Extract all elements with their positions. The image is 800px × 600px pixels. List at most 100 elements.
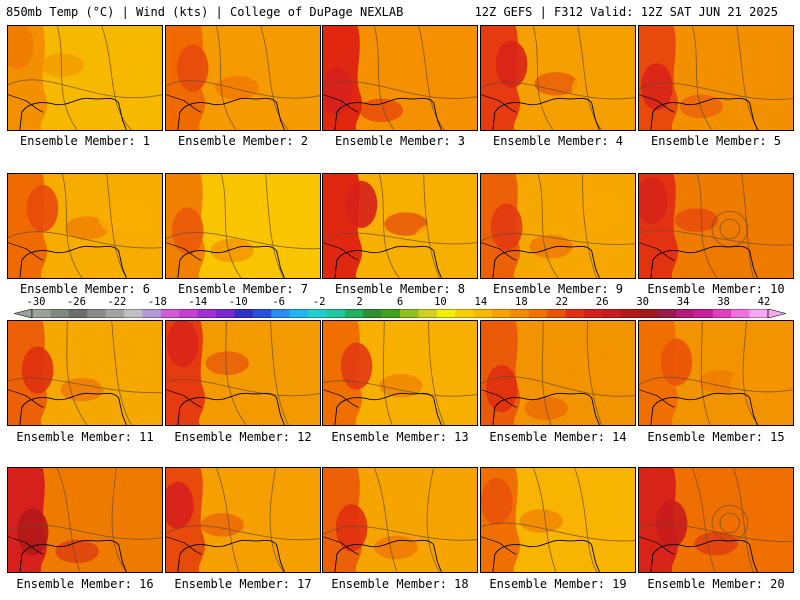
map-panel (165, 320, 321, 426)
colorbar-swatch (676, 309, 695, 318)
colorbar-tick-label: 30 (636, 296, 649, 308)
colorbar-tick-label: 26 (595, 296, 609, 308)
map-panel (165, 25, 321, 131)
colorbar-swatch (216, 309, 235, 318)
colorbar-swatch (363, 309, 382, 318)
colorbar-swatch (124, 309, 143, 318)
temperature-map (166, 174, 320, 278)
colorbar-swatch (68, 309, 88, 318)
colorbar-swatch (565, 309, 585, 318)
colorbar-tick-label: 34 (676, 296, 690, 308)
temperature-map (481, 321, 635, 425)
colorbar-tick-label: 38 (717, 296, 730, 308)
colorbar-arrow-high (767, 309, 786, 318)
colorbar-swatch (32, 309, 51, 318)
temperature-map (323, 468, 477, 572)
colorbar-swatch (289, 309, 309, 318)
colorbar-swatch (620, 309, 640, 318)
map-panel (7, 173, 163, 279)
map-panel (322, 467, 478, 573)
map-panel (322, 173, 478, 279)
panel-label: Ensemble Member: 7 (177, 282, 309, 296)
temperature-map (8, 174, 162, 278)
temperature-map (166, 26, 320, 130)
colorbar-swatch (87, 309, 106, 318)
panel-label: Ensemble Member: 17 (174, 577, 312, 591)
colorbar-swatch (510, 309, 530, 318)
colorbar-tick-label: -10 (228, 296, 248, 308)
colorbar-tick-label: -2 (312, 296, 326, 308)
colorbar-swatch (271, 309, 290, 318)
colorbar-swatch (639, 309, 658, 318)
map-title: 850mb Temp (°C) | Wind (kts) | College o… (6, 5, 404, 19)
colorbar-swatch (142, 309, 162, 318)
map-panel (480, 25, 636, 131)
colorbar-tick-label: 22 (555, 296, 569, 308)
colorbar-swatch (252, 309, 272, 318)
colorbar-swatch (234, 309, 254, 318)
colorbar-swatch (308, 309, 327, 318)
panel-label: Ensemble Member: 11 (16, 430, 154, 444)
panel-label: Ensemble Member: 4 (492, 134, 624, 148)
colorbar-swatch (436, 309, 456, 318)
colorbar-tick-label: -26 (66, 296, 86, 308)
map-panel (480, 320, 636, 426)
colorbar-swatch (712, 309, 732, 318)
colorbar-swatch (344, 309, 364, 318)
panel-label: Ensemble Member: 5 (650, 134, 782, 148)
colorbar-arrow-low (14, 309, 33, 318)
panel-label: Ensemble Member: 3 (334, 134, 466, 148)
temperature-map (481, 468, 635, 572)
colorbar-tick-label: 10 (434, 296, 447, 308)
temperature-map (8, 321, 162, 425)
temperature-colorbar (14, 309, 786, 318)
colorbar-tick-label: -14 (188, 296, 208, 308)
map-panel (322, 25, 478, 131)
map-panel (638, 467, 794, 573)
map-panel (165, 173, 321, 279)
colorbar-swatch (731, 309, 750, 318)
temperature-map (323, 174, 477, 278)
colorbar-tick-label: 14 (474, 296, 488, 308)
colorbar-tick-label: 6 (396, 296, 404, 308)
colorbar-swatch (179, 309, 198, 318)
map-panel (638, 320, 794, 426)
colorbar-tick-label: -30 (26, 296, 46, 308)
colorbar-swatch (326, 309, 346, 318)
panel-label: Ensemble Member: 9 (492, 282, 624, 296)
colorbar-swatch (50, 309, 70, 318)
map-panel (322, 320, 478, 426)
colorbar-tick-label: 42 (757, 296, 771, 308)
map-panel (7, 25, 163, 131)
panel-label: Ensemble Member: 16 (16, 577, 154, 591)
colorbar-swatch (418, 309, 438, 318)
panel-label: Ensemble Member: 15 (647, 430, 785, 444)
temperature-map (166, 468, 320, 572)
panel-label: Ensemble Member: 10 (647, 282, 785, 296)
colorbar-swatch (492, 309, 511, 318)
colorbar-labels: -30 -26 -22 -18 -14 -10 -6 -2 2 6 10 14 18 22 26 30 34 38… (0, 296, 800, 308)
map-panel (638, 173, 794, 279)
map-panel (480, 173, 636, 279)
model-run-info: 12Z GEFS | F312 Valid: 12Z SAT JUN 21 20… (474, 5, 778, 19)
map-panel (480, 467, 636, 573)
colorbar-swatch (584, 309, 603, 318)
colorbar-swatch (400, 309, 419, 318)
temperature-map (481, 26, 635, 130)
panel-label: Ensemble Member: 19 (489, 577, 627, 591)
colorbar-swatch (602, 309, 622, 318)
temperature-map (8, 468, 162, 572)
colorbar-swatch (694, 309, 714, 318)
map-panel (7, 320, 163, 426)
panel-label: Ensemble Member: 1 (19, 134, 151, 148)
colorbar-swatch (381, 309, 401, 318)
colorbar-swatch (528, 309, 548, 318)
panel-label: Ensemble Member: 20 (647, 577, 785, 591)
colorbar-tick-label: -18 (147, 296, 167, 308)
panel-label: Ensemble Member: 12 (174, 430, 312, 444)
temperature-map (639, 321, 793, 425)
colorbar-swatch (160, 309, 180, 318)
temperature-map (639, 26, 793, 130)
colorbar-swatch (197, 309, 217, 318)
colorbar-tick-label: 18 (515, 296, 528, 308)
